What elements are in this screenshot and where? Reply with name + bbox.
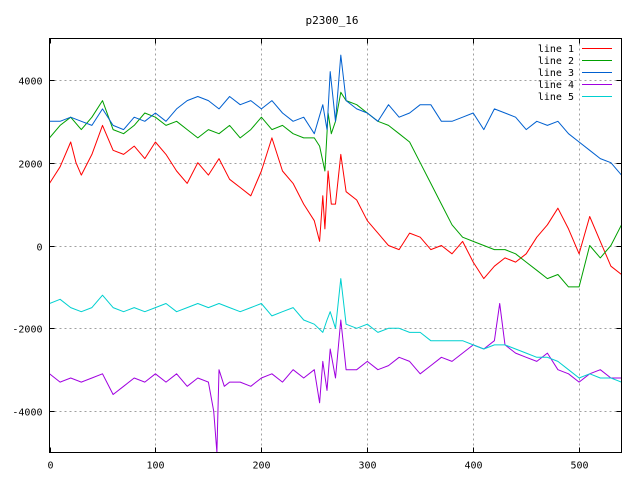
grid xyxy=(49,38,622,453)
y-tick-label: 4000 xyxy=(18,77,42,88)
x-tick-label: 0 xyxy=(47,461,53,472)
x-tick-label: 500 xyxy=(570,461,588,472)
legend-label-3: line 3 xyxy=(538,68,574,79)
y-tick-label: 0 xyxy=(36,243,42,254)
plot-frame xyxy=(49,38,622,453)
x-tick-label: 100 xyxy=(146,461,164,472)
series-line-5 xyxy=(49,278,622,383)
y-tick-label: -2000 xyxy=(12,325,42,336)
x-tick-label: 200 xyxy=(252,461,270,472)
y-tick-label: 2000 xyxy=(18,160,42,171)
legend-label-1: line 1 xyxy=(538,44,574,55)
y-tick-label: -4000 xyxy=(12,408,42,419)
x-tick-label: 300 xyxy=(358,461,376,472)
chart-title: p2300_16 xyxy=(306,14,359,27)
series-line-3 xyxy=(49,54,622,176)
series-line-4 xyxy=(49,303,622,453)
axis-ticks: 0 100 200 300 400 500 -4000 -2000 0 2000 4000 xyxy=(12,38,622,472)
series-group xyxy=(49,54,622,453)
legend-label-4: line 4 xyxy=(538,80,574,91)
series-line-1 xyxy=(49,124,622,280)
legend-label-2: line 2 xyxy=(538,56,574,67)
legend-label-5: line 5 xyxy=(538,92,574,103)
x-tick-label: 400 xyxy=(464,461,482,472)
